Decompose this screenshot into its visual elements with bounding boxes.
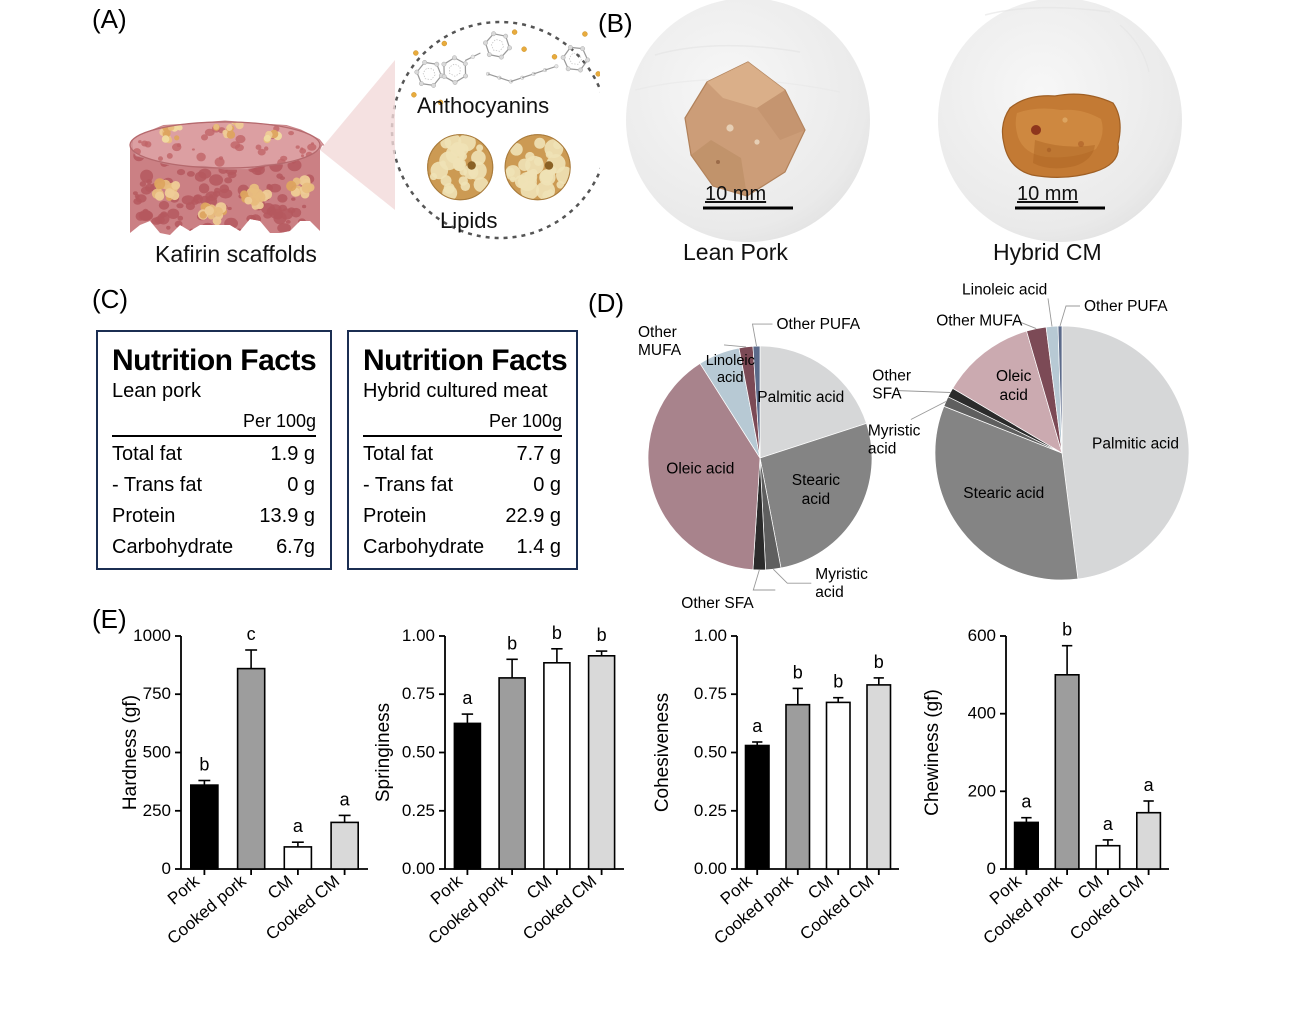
svg-text:b: b: [552, 623, 562, 643]
svg-text:Hardness (gf): Hardness (gf): [120, 695, 141, 810]
svg-text:b: b: [507, 633, 517, 653]
svg-text:Chewiness (gf): Chewiness (gf): [922, 689, 943, 816]
svg-text:Hybrid CM: Hybrid CM: [993, 239, 1102, 265]
svg-text:0.00: 0.00: [402, 859, 435, 878]
svg-text:Other MUFA: Other MUFA: [936, 313, 1023, 330]
svg-text:b: b: [597, 625, 607, 645]
svg-text:Stearic acid: Stearic acid: [963, 485, 1044, 502]
svg-text:0.25: 0.25: [694, 801, 727, 820]
svg-text:b: b: [1062, 620, 1072, 640]
svg-text:Springiness: Springiness: [373, 703, 394, 802]
svg-text:Cohesiveness: Cohesiveness: [652, 693, 673, 812]
svg-text:1000: 1000: [133, 626, 171, 645]
svg-text:Cooked pork: Cooked pork: [980, 871, 1066, 948]
svg-text:acid: acid: [999, 387, 1027, 404]
svg-text:Palmitic acid: Palmitic acid: [1092, 435, 1179, 452]
svg-text:a: a: [1103, 814, 1114, 834]
svg-text:0: 0: [162, 859, 171, 878]
svg-text:Anthocyanins: Anthocyanins: [417, 93, 549, 118]
svg-text:a: a: [293, 816, 304, 836]
svg-text:b: b: [833, 672, 843, 692]
svg-text:Cooked CM: Cooked CM: [1066, 872, 1147, 944]
svg-text:a: a: [340, 789, 351, 809]
svg-text:0: 0: [987, 859, 996, 878]
svg-text:Lipids: Lipids: [440, 208, 497, 233]
svg-text:10 mm: 10 mm: [705, 183, 766, 205]
svg-text:acid: acid: [868, 441, 896, 458]
svg-text:Linoleic acid: Linoleic acid: [962, 281, 1047, 298]
svg-text:0.75: 0.75: [694, 684, 727, 703]
svg-text:200: 200: [968, 781, 996, 800]
svg-text:0.50: 0.50: [402, 743, 435, 762]
svg-text:SFA: SFA: [872, 386, 902, 403]
svg-text:c: c: [247, 624, 256, 644]
svg-text:Myristic: Myristic: [868, 423, 921, 440]
svg-text:1.00: 1.00: [694, 626, 727, 645]
svg-text:a: a: [462, 688, 473, 708]
svg-text:a: a: [1021, 792, 1032, 812]
svg-text:0.50: 0.50: [694, 743, 727, 762]
svg-text:Cooked pork: Cooked pork: [710, 871, 796, 948]
svg-text:Cooked CM: Cooked CM: [796, 872, 877, 944]
svg-text:CM: CM: [523, 872, 555, 904]
svg-text:Lean Pork: Lean Pork: [683, 239, 788, 265]
svg-text:Other PUFA: Other PUFA: [1084, 298, 1168, 315]
svg-text:Kafirin scaffolds: Kafirin scaffolds: [155, 241, 317, 267]
svg-text:Cooked pork: Cooked pork: [425, 871, 511, 948]
svg-text:CM: CM: [264, 872, 296, 904]
svg-text:250: 250: [143, 801, 171, 820]
svg-text:500: 500: [143, 743, 171, 762]
svg-text:0.25: 0.25: [402, 801, 435, 820]
svg-text:10 mm: 10 mm: [1017, 183, 1078, 205]
svg-text:600: 600: [968, 626, 996, 645]
svg-text:Oleic: Oleic: [996, 368, 1032, 385]
svg-text:a: a: [752, 716, 763, 736]
svg-text:a: a: [1144, 775, 1155, 795]
svg-text:0.00: 0.00: [694, 859, 727, 878]
svg-text:400: 400: [968, 704, 996, 723]
svg-text:750: 750: [143, 684, 171, 703]
svg-text:1.00: 1.00: [402, 626, 435, 645]
svg-text:b: b: [199, 755, 209, 775]
svg-text:b: b: [793, 662, 803, 682]
svg-text:b: b: [874, 652, 884, 672]
svg-text:0.75: 0.75: [402, 684, 435, 703]
svg-text:Other: Other: [872, 368, 911, 385]
